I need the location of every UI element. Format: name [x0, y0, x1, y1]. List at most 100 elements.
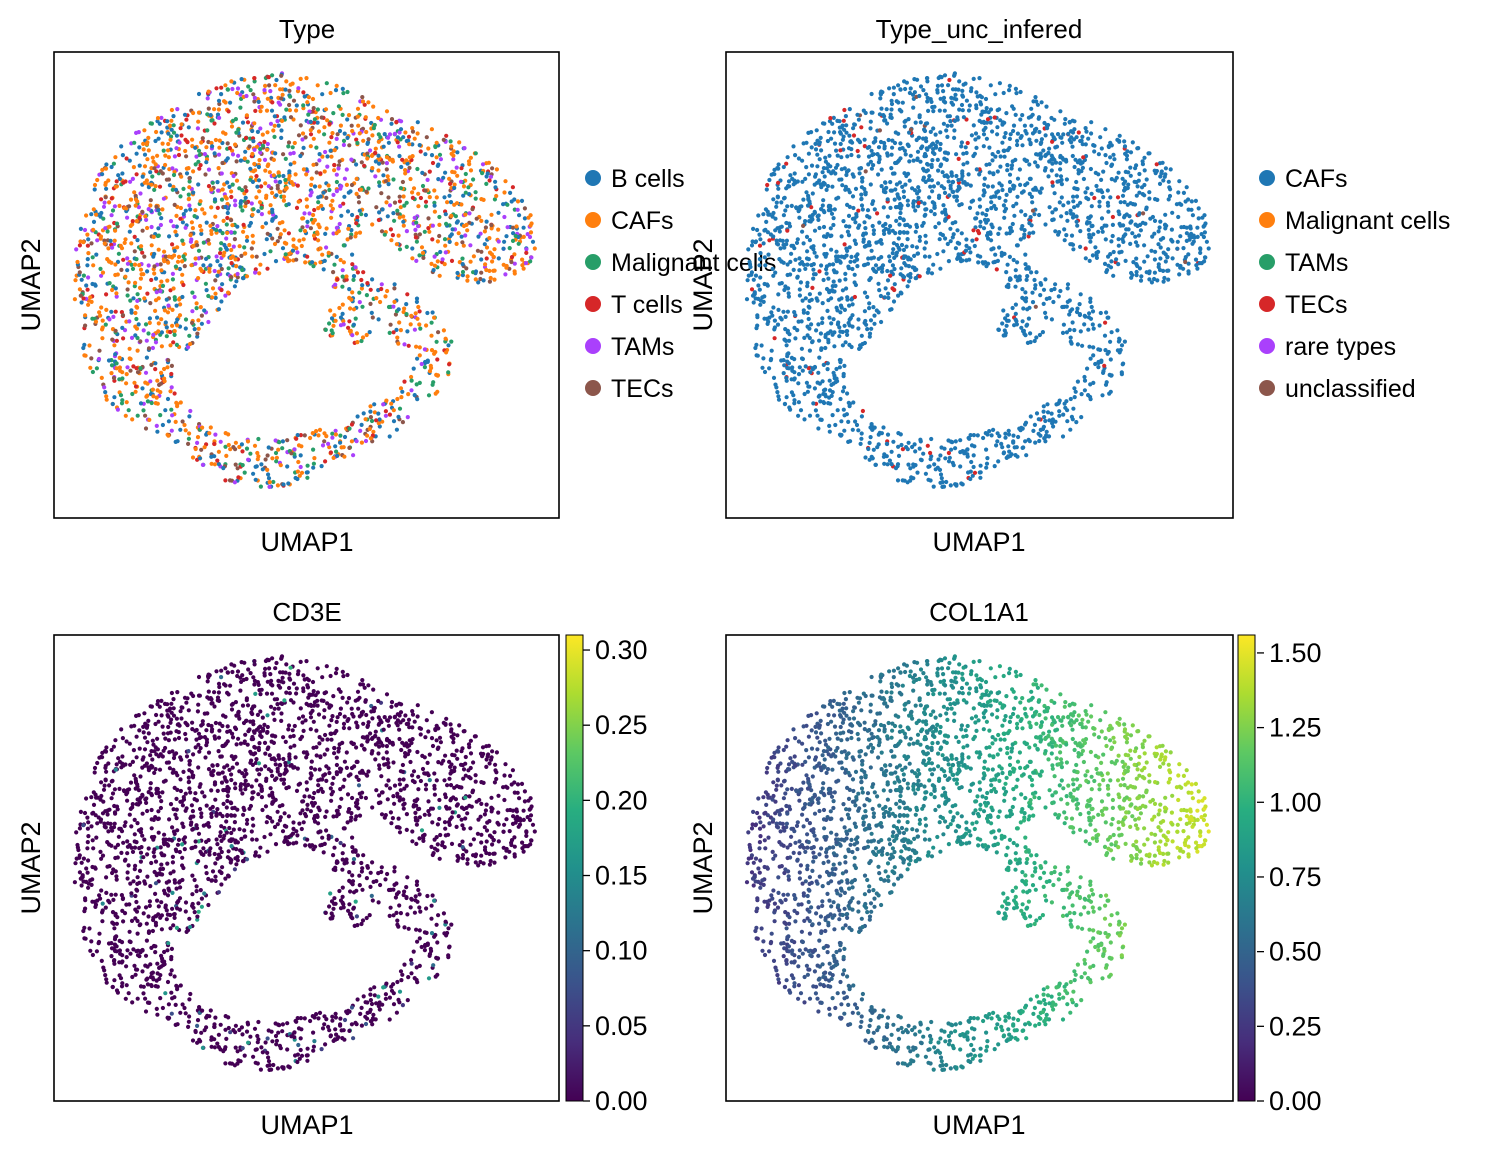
data-point	[933, 132, 938, 137]
data-point	[191, 190, 196, 195]
data-point	[410, 246, 415, 251]
data-point	[194, 154, 199, 159]
data-point	[181, 212, 186, 217]
data-point	[893, 231, 898, 236]
data-point	[799, 346, 805, 351]
data-point	[1177, 272, 1182, 277]
data-point	[1068, 396, 1073, 402]
data-point	[845, 329, 850, 334]
data-point	[831, 370, 836, 375]
data-point	[443, 170, 448, 175]
data-point	[175, 245, 180, 250]
data-point	[1003, 435, 1008, 440]
data-point	[1011, 440, 1016, 445]
data-point	[763, 207, 769, 212]
data-point	[967, 246, 972, 251]
data-point	[493, 179, 498, 184]
data-point	[305, 224, 310, 229]
data-point	[120, 325, 125, 330]
data-point	[274, 193, 279, 198]
data-point	[987, 145, 992, 150]
data-point	[159, 344, 164, 349]
data-point	[125, 287, 130, 292]
data-point	[923, 240, 929, 245]
data-point	[219, 92, 224, 97]
data-point	[840, 123, 845, 128]
data-point	[884, 107, 889, 112]
data-point	[1103, 320, 1108, 325]
data-point	[814, 254, 819, 259]
data-point	[379, 286, 384, 292]
data-point	[878, 96, 883, 101]
data-point	[888, 224, 893, 229]
data-point	[334, 449, 339, 454]
data-point	[436, 177, 441, 182]
data-point	[308, 193, 313, 198]
data-point	[1120, 362, 1125, 367]
data-point	[129, 335, 135, 340]
data-point	[216, 107, 221, 112]
data-point	[373, 146, 378, 151]
data-point	[89, 356, 94, 361]
data-point	[1057, 398, 1062, 403]
data-point	[121, 336, 126, 341]
data-point	[966, 172, 971, 177]
data-point	[329, 316, 335, 321]
data-point	[265, 453, 270, 458]
data-point	[256, 436, 261, 442]
data-point	[461, 243, 466, 248]
data-point	[225, 156, 230, 161]
data-point	[1045, 126, 1050, 131]
data-point	[97, 348, 102, 353]
data-point	[1004, 455, 1009, 460]
data-point	[959, 144, 964, 149]
data-point	[1060, 330, 1066, 335]
data-point	[898, 210, 903, 216]
data-point	[762, 255, 767, 260]
data-point	[417, 322, 422, 327]
data-point	[206, 167, 212, 172]
data-point	[442, 237, 448, 242]
data-point	[298, 453, 303, 458]
data-point	[187, 333, 192, 338]
data-point	[372, 410, 377, 415]
data-point	[449, 151, 454, 156]
data-point	[432, 188, 437, 193]
data-point	[1156, 262, 1161, 267]
data-point	[820, 170, 825, 175]
data-point	[373, 174, 378, 179]
data-point	[945, 134, 950, 139]
data-point	[273, 179, 278, 184]
data-point	[337, 159, 342, 164]
data-point	[178, 400, 183, 405]
data-point	[198, 163, 203, 168]
data-point	[992, 464, 997, 469]
data-point	[1166, 179, 1171, 184]
data-point	[1027, 162, 1032, 167]
data-point	[838, 260, 843, 265]
data-point	[217, 101, 222, 107]
data-point	[850, 266, 855, 272]
data-point	[758, 302, 763, 307]
data-point	[349, 123, 354, 128]
data-point	[1080, 165, 1085, 170]
data-point	[341, 260, 346, 265]
data-point	[216, 188, 221, 193]
data-point	[387, 412, 392, 417]
data-point	[360, 283, 365, 288]
data-point	[938, 472, 944, 477]
data-point	[918, 84, 924, 89]
data-point	[1003, 131, 1008, 136]
data-point	[1005, 313, 1010, 318]
data-point	[178, 205, 183, 211]
data-point	[1004, 192, 1009, 197]
data-point	[73, 278, 78, 283]
data-point	[156, 208, 161, 213]
data-point	[426, 226, 431, 231]
data-point	[1190, 213, 1195, 218]
data-point	[240, 463, 245, 468]
data-point	[330, 198, 335, 203]
data-point	[820, 320, 825, 325]
data-point	[267, 480, 272, 485]
data-point	[353, 316, 358, 321]
